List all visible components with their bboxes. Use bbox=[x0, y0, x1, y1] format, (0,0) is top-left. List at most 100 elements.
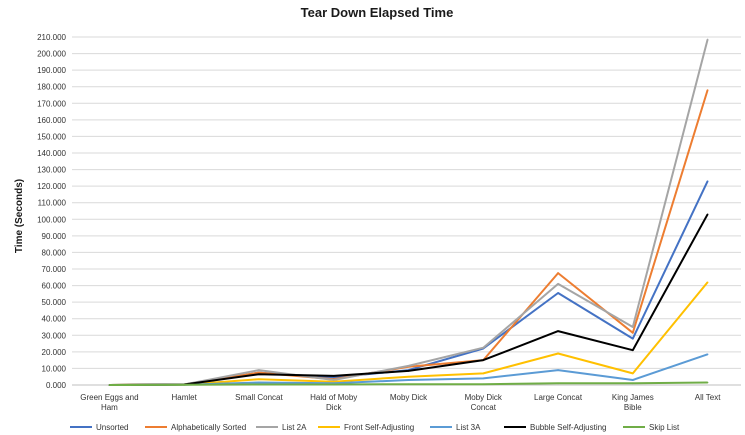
y-tick-label: 190.000 bbox=[37, 66, 66, 75]
x-category-label: Green Eggs and Ham bbox=[80, 393, 138, 412]
y-tick-label: 160.000 bbox=[37, 116, 66, 125]
data-point bbox=[557, 283, 559, 285]
data-point bbox=[407, 379, 410, 381]
y-tick-label: 120.000 bbox=[37, 182, 66, 191]
data-point bbox=[706, 281, 709, 284]
y-tick-label: 210.000 bbox=[37, 33, 66, 42]
legend-item: Alphabetically Sorted bbox=[145, 423, 246, 432]
y-tick-label: 200.000 bbox=[37, 50, 66, 59]
y-tick-label: 100.000 bbox=[37, 215, 66, 224]
legend-item: Bubble Self-Adjusting bbox=[504, 423, 607, 432]
data-point bbox=[258, 383, 260, 386]
data-point bbox=[332, 375, 335, 377]
data-point bbox=[332, 383, 335, 386]
legend-item: List 2A bbox=[256, 423, 307, 432]
x-category-label: Moby Dick Concat bbox=[465, 393, 503, 412]
legend-item: Unsorted bbox=[70, 423, 128, 432]
data-point bbox=[108, 384, 111, 386]
data-point bbox=[632, 337, 634, 340]
data-point bbox=[557, 272, 559, 274]
series-alphabetically-sorted bbox=[108, 89, 709, 386]
series-lines bbox=[108, 38, 709, 386]
y-tick-label: 170.000 bbox=[37, 99, 66, 108]
y-tick-labels: 0.000 10.000 20.000 30.000 40.000 50.000 60.00… bbox=[37, 33, 66, 390]
data-point bbox=[557, 382, 559, 385]
y-tick-label: 30.000 bbox=[42, 331, 67, 340]
x-category-label: Moby Dick bbox=[390, 393, 428, 402]
x-category-label: Hamlet bbox=[171, 393, 197, 402]
y-tick-label: 90.000 bbox=[42, 232, 67, 241]
legend-label: List 3A bbox=[456, 423, 481, 432]
data-point bbox=[706, 89, 709, 91]
data-point bbox=[706, 38, 709, 41]
data-point bbox=[632, 382, 634, 385]
data-point bbox=[482, 372, 485, 375]
data-point bbox=[632, 372, 634, 375]
y-tick-label: 0.000 bbox=[46, 381, 67, 390]
data-point bbox=[407, 383, 410, 385]
legend-item: Skip List bbox=[623, 423, 680, 432]
data-point bbox=[632, 349, 634, 352]
series-unsorted bbox=[108, 180, 709, 386]
data-point bbox=[557, 330, 559, 332]
data-point bbox=[482, 346, 485, 349]
series-list-2a bbox=[108, 38, 709, 386]
data-point bbox=[482, 359, 485, 361]
x-category-label: Hald of Moby Dick bbox=[310, 393, 357, 412]
data-point bbox=[258, 369, 260, 371]
y-axis-label: Time (Seconds) bbox=[14, 179, 25, 253]
data-point bbox=[706, 213, 709, 216]
data-point bbox=[482, 377, 485, 380]
data-point bbox=[706, 381, 709, 384]
y-tick-label: 70.000 bbox=[42, 265, 67, 274]
x-category-label: King James Bible bbox=[612, 393, 654, 412]
x-category-labels: Green Eggs and Ham Hamlet Small Concat Hald … bbox=[80, 393, 721, 412]
series-line bbox=[109, 213, 709, 386]
y-tick-label: 20.000 bbox=[42, 348, 67, 357]
data-point bbox=[706, 353, 709, 356]
y-tick-label: 50.000 bbox=[42, 298, 67, 307]
legend-item: List 3A bbox=[430, 423, 481, 432]
legend-label: Front Self-Adjusting bbox=[344, 423, 414, 432]
data-point bbox=[332, 379, 335, 381]
legend-label: List 2A bbox=[282, 423, 307, 432]
y-tick-label: 80.000 bbox=[42, 248, 67, 257]
data-point bbox=[632, 379, 634, 381]
y-tick-label: 150.000 bbox=[37, 132, 66, 141]
data-point bbox=[407, 370, 410, 372]
data-point bbox=[632, 326, 634, 328]
y-tick-label: 10.000 bbox=[42, 364, 67, 373]
legend-label: Bubble Self-Adjusting bbox=[530, 423, 607, 432]
y-tick-label: 180.000 bbox=[37, 83, 66, 92]
legend-label: Alphabetically Sorted bbox=[171, 423, 246, 432]
data-point bbox=[557, 369, 559, 371]
series-line bbox=[109, 180, 709, 386]
data-point bbox=[258, 378, 260, 381]
data-point bbox=[258, 381, 260, 384]
series-line bbox=[109, 89, 709, 386]
y-tick-label: 40.000 bbox=[42, 315, 67, 324]
legend-label: Skip List bbox=[649, 423, 680, 432]
series-line bbox=[109, 39, 709, 386]
data-point bbox=[407, 365, 410, 367]
data-point bbox=[632, 332, 634, 334]
data-point bbox=[407, 375, 410, 378]
data-point bbox=[557, 352, 559, 355]
data-point bbox=[332, 376, 335, 379]
legend: Unsorted Alphabetically Sorted List 2A Fron… bbox=[70, 423, 680, 432]
y-tick-label: 60.000 bbox=[42, 282, 67, 291]
data-point bbox=[706, 180, 709, 182]
data-point bbox=[258, 373, 260, 376]
legend-item: Front Self-Adjusting bbox=[318, 423, 414, 432]
y-tick-label: 130.000 bbox=[37, 166, 66, 175]
data-point bbox=[183, 384, 185, 386]
legend-label: Unsorted bbox=[96, 423, 128, 432]
series-bubble-self-adjusting bbox=[108, 213, 709, 386]
y-tick-label: 140.000 bbox=[37, 149, 66, 158]
data-point bbox=[332, 380, 335, 383]
y-tick-label: 110.000 bbox=[38, 199, 67, 208]
x-category-label: All Text bbox=[695, 393, 721, 402]
series-skip-list bbox=[108, 381, 709, 386]
data-point bbox=[258, 371, 260, 374]
